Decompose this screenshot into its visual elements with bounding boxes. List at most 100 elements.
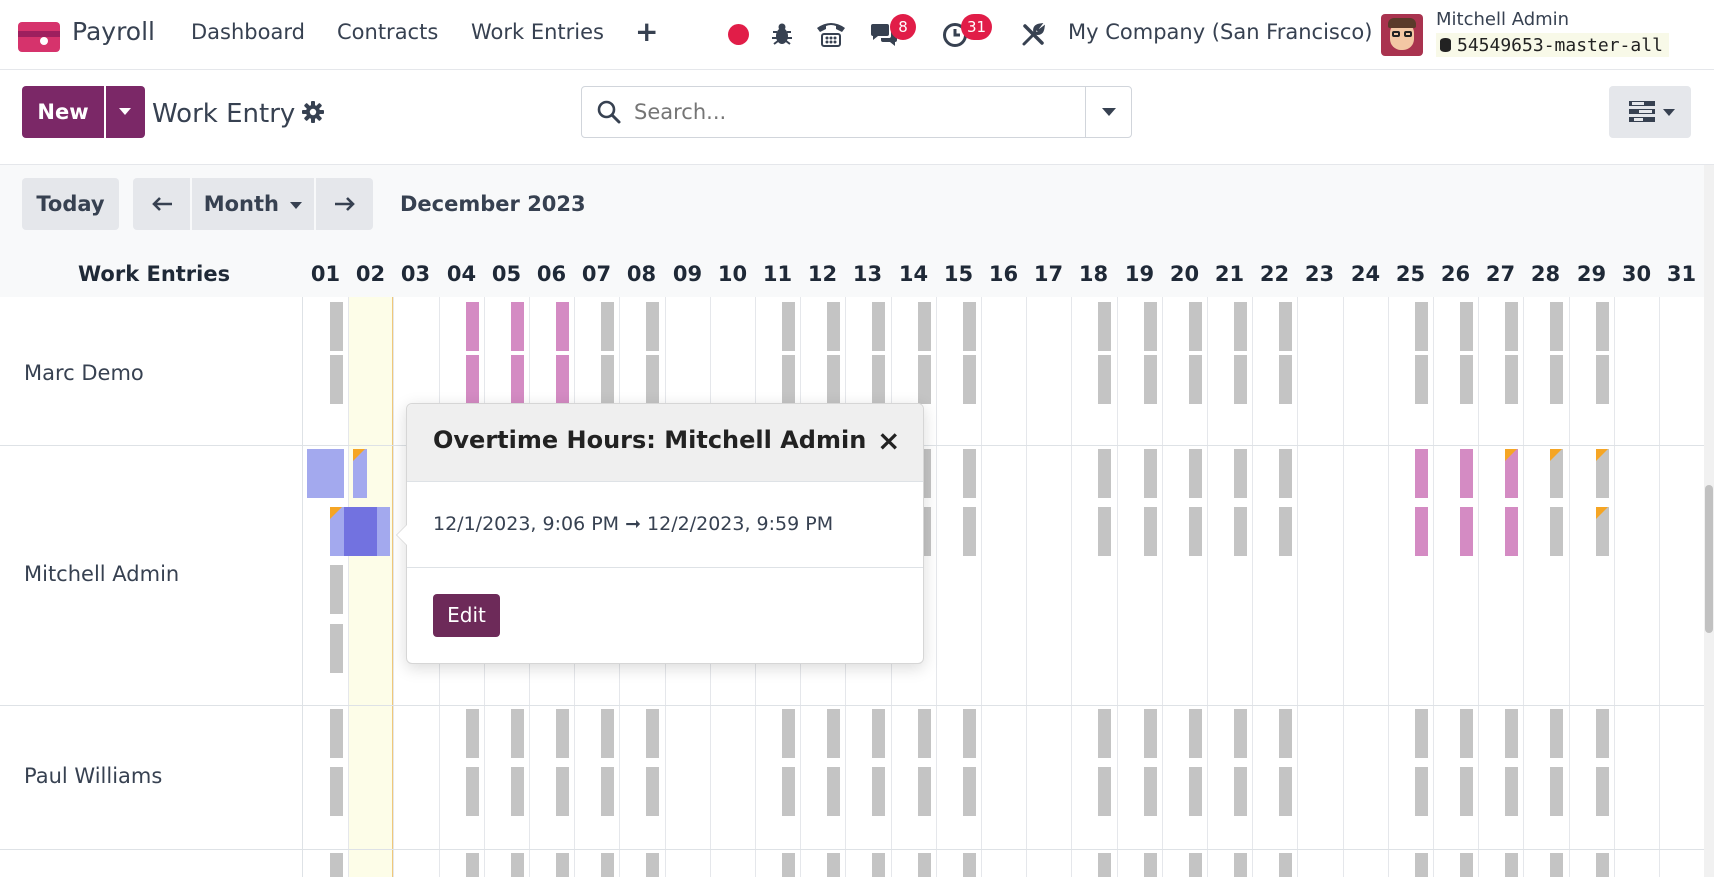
attendance-entry[interactable]: [1279, 355, 1292, 404]
attendance-entry[interactable]: [1279, 853, 1292, 877]
attendance-entry[interactable]: [1098, 767, 1111, 816]
next-button[interactable]: [316, 178, 373, 230]
attendance-entry[interactable]: [827, 709, 840, 758]
attendance-entry[interactable]: [1144, 709, 1157, 758]
close-icon[interactable]: ×: [877, 424, 901, 457]
attendance-entry[interactable]: [646, 302, 659, 351]
attendance-entry[interactable]: [1189, 355, 1202, 404]
leave-entry[interactable]: [556, 302, 569, 351]
user-avatar[interactable]: [1381, 14, 1423, 56]
record-icon[interactable]: [728, 24, 749, 45]
attendance-entry[interactable]: [1098, 302, 1111, 351]
attendance-entry[interactable]: [1098, 709, 1111, 758]
attendance-entry[interactable]: [1596, 302, 1609, 351]
attendance-entry[interactable]: [1460, 302, 1473, 351]
attendance-entry[interactable]: [1596, 507, 1609, 556]
attendance-entry[interactable]: [1550, 853, 1563, 877]
attendance-entry[interactable]: [1505, 302, 1518, 351]
attendance-entry[interactable]: [782, 767, 795, 816]
menu-contracts[interactable]: Contracts: [337, 20, 439, 44]
attendance-entry[interactable]: [1550, 449, 1563, 498]
attendance-entry[interactable]: [330, 302, 343, 351]
leave-entry[interactable]: [1505, 507, 1518, 556]
attendance-entry[interactable]: [1189, 449, 1202, 498]
attendance-entry[interactable]: [1279, 767, 1292, 816]
gear-icon[interactable]: [302, 101, 324, 123]
leave-entry[interactable]: [1505, 449, 1518, 498]
bug-icon[interactable]: [771, 22, 793, 46]
attendance-entry[interactable]: [511, 767, 524, 816]
view-switcher-button[interactable]: [1609, 86, 1691, 138]
attendance-entry[interactable]: [1279, 507, 1292, 556]
attendance-entry[interactable]: [1550, 302, 1563, 351]
search-input[interactable]: [634, 97, 1054, 127]
attendance-entry[interactable]: [330, 355, 343, 404]
attendance-entry[interactable]: [963, 853, 976, 877]
scale-dropdown[interactable]: Month: [192, 178, 314, 230]
attendance-entry[interactable]: [1144, 507, 1157, 556]
attendance-entry[interactable]: [601, 355, 614, 404]
attendance-entry[interactable]: [1505, 853, 1518, 877]
attendance-entry[interactable]: [827, 355, 840, 404]
scrollbar-thumb[interactable]: [1705, 485, 1713, 633]
attendance-entry[interactable]: [1098, 507, 1111, 556]
attendance-entry[interactable]: [963, 709, 976, 758]
attendance-entry[interactable]: [1279, 449, 1292, 498]
attendance-entry[interactable]: [1596, 853, 1609, 877]
attendance-entry[interactable]: [1596, 767, 1609, 816]
attendance-entry[interactable]: [963, 355, 976, 404]
attendance-entry[interactable]: [556, 709, 569, 758]
attendance-entry[interactable]: [1189, 853, 1202, 877]
attendance-entry[interactable]: [963, 302, 976, 351]
attendance-entry[interactable]: [918, 853, 931, 877]
attendance-entry[interactable]: [511, 853, 524, 877]
row-name-mitchell-admin[interactable]: Mitchell Admin: [24, 562, 180, 586]
leave-entry[interactable]: [511, 355, 524, 404]
previous-button[interactable]: [133, 178, 190, 230]
attendance-entry[interactable]: [827, 302, 840, 351]
attendance-entry[interactable]: [1234, 449, 1247, 498]
attendance-entry[interactable]: [330, 624, 343, 673]
attendance-entry[interactable]: [872, 709, 885, 758]
attendance-entry[interactable]: [1415, 709, 1428, 758]
search-options-toggle[interactable]: [1085, 87, 1131, 137]
attendance-entry[interactable]: [511, 709, 524, 758]
edit-button[interactable]: Edit: [433, 594, 500, 637]
payroll-app-icon[interactable]: [18, 22, 60, 52]
attendance-entry[interactable]: [1415, 355, 1428, 404]
attendance-entry[interactable]: [827, 853, 840, 877]
attendance-entry[interactable]: [1415, 767, 1428, 816]
attendance-entry[interactable]: [1189, 302, 1202, 351]
attendance-entry[interactable]: [1505, 709, 1518, 758]
attendance-entry[interactable]: [1234, 355, 1247, 404]
attendance-entry[interactable]: [466, 853, 479, 877]
leave-entry[interactable]: [466, 355, 479, 404]
attendance-entry[interactable]: [1279, 302, 1292, 351]
leave-entry[interactable]: [1460, 507, 1473, 556]
attendance-entry[interactable]: [1234, 302, 1247, 351]
attendance-entry[interactable]: [1098, 853, 1111, 877]
attendance-entry[interactable]: [872, 355, 885, 404]
attendance-entry[interactable]: [330, 853, 343, 877]
attendance-entry[interactable]: [963, 449, 976, 498]
overtime-entry[interactable]: [353, 449, 367, 498]
attendance-entry[interactable]: [1144, 449, 1157, 498]
attendance-entry[interactable]: [330, 767, 343, 816]
attendance-entry[interactable]: [872, 853, 885, 877]
attendance-entry[interactable]: [963, 767, 976, 816]
attendance-entry[interactable]: [1144, 355, 1157, 404]
menu-work-entries[interactable]: Work Entries: [471, 20, 604, 44]
attendance-entry[interactable]: [1460, 767, 1473, 816]
attendance-entry[interactable]: [1550, 709, 1563, 758]
attendance-entry[interactable]: [782, 853, 795, 877]
attendance-entry[interactable]: [918, 355, 931, 404]
attendance-entry[interactable]: [1505, 355, 1518, 404]
company-switcher[interactable]: My Company (San Francisco): [1068, 20, 1373, 44]
attendance-entry[interactable]: [782, 355, 795, 404]
attendance-entry[interactable]: [1550, 767, 1563, 816]
attendance-entry[interactable]: [1144, 302, 1157, 351]
attendance-entry[interactable]: [782, 709, 795, 758]
leave-entry[interactable]: [466, 302, 479, 351]
attendance-entry[interactable]: [1098, 355, 1111, 404]
attendance-entry[interactable]: [1505, 767, 1518, 816]
